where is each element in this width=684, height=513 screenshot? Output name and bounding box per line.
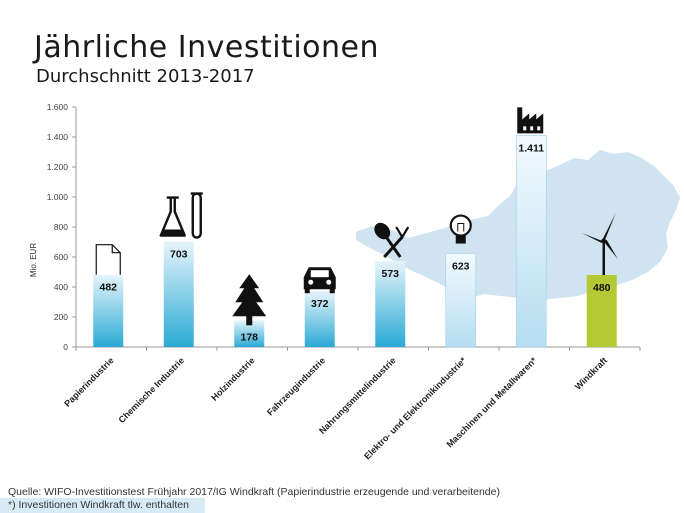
x-tick-label: Nahrungsmittelindustrie [317, 355, 398, 436]
paper-fold [111, 244, 121, 254]
chemistry-icon [159, 192, 203, 239]
bar [163, 241, 194, 347]
source-note: Quelle: WIFO-Investitionstest Frühjahr 2… [8, 486, 500, 498]
data-label: 372 [311, 298, 329, 310]
bar [304, 291, 335, 347]
turbine-blade [581, 233, 604, 243]
tree-icon [232, 274, 267, 326]
flask-liquid [161, 229, 184, 235]
spoon-bowl [374, 222, 391, 240]
y-axis-label: Mio. EUR [29, 243, 38, 277]
y-tick-label: 200 [54, 312, 68, 322]
car-wheel [304, 288, 310, 294]
factory-icon [517, 107, 544, 134]
fork-handle [383, 236, 404, 259]
bulb-filament [457, 223, 465, 232]
factory-window [523, 126, 527, 131]
car-light [308, 279, 314, 285]
x-tick-label: Windkraft [573, 355, 609, 391]
car-window [310, 270, 329, 278]
light-bulb-icon [449, 214, 472, 244]
turbine-blade [602, 213, 616, 241]
bar [515, 135, 547, 348]
y-tick-label: 1.400 [47, 132, 69, 142]
chart-icons [95, 107, 618, 326]
x-tick-label: Chemische Industrie [116, 355, 186, 425]
y-tick-label: 600 [54, 252, 68, 262]
y-tick-label: 0 [63, 342, 68, 352]
flask-shape [159, 197, 186, 237]
x-tick-label: Fahrzeugindustrie [265, 355, 327, 417]
data-label: 573 [381, 268, 399, 280]
footnote: *) Investitionen Windkraft tlw. enthalte… [0, 498, 205, 513]
y-tick-label: 1.200 [47, 162, 69, 172]
data-label: 482 [99, 282, 117, 294]
data-label: 1.411 [518, 142, 544, 154]
bulb-base [455, 235, 466, 244]
turbine-blade [603, 240, 618, 259]
bar-chart: 0 200 400 600 800 1.000 1.200 1.400 1.600 Mio. EU… [29, 102, 680, 461]
factory-window [537, 126, 541, 131]
data-label: 480 [593, 282, 611, 294]
paper-icon [95, 244, 121, 275]
cutlery-icon [374, 222, 410, 259]
chart-title: Jährliche Investitionen [34, 30, 379, 65]
y-tick-label: 1.000 [47, 192, 69, 202]
data-label: 178 [240, 331, 258, 343]
tree-shape [232, 274, 267, 317]
data-label: 703 [170, 249, 188, 261]
test-tube [191, 192, 202, 239]
chart-bars [93, 135, 617, 348]
chart-subtitle: Durchschnitt 2013-2017 [36, 66, 255, 87]
x-tick-label: Holzindustrie [209, 355, 256, 402]
bar [586, 275, 617, 347]
y-tick-label: 400 [54, 282, 68, 292]
wind-turbine-icon [581, 213, 618, 275]
x-tick-label: Papierindustrie [62, 355, 115, 408]
bar [375, 261, 406, 347]
car-light [326, 279, 332, 285]
y-tick-label: 800 [54, 222, 68, 232]
paper-shape [95, 244, 121, 275]
car-wheel [329, 288, 335, 294]
turbine-hub [601, 238, 607, 244]
tree-trunk [246, 315, 253, 326]
factory-window [530, 126, 534, 131]
y-tick-label: 1.600 [47, 102, 69, 112]
bar [93, 274, 124, 347]
bulb-glass [449, 214, 472, 237]
car-icon [303, 267, 336, 294]
bar [445, 253, 477, 348]
data-label: 623 [452, 261, 470, 273]
